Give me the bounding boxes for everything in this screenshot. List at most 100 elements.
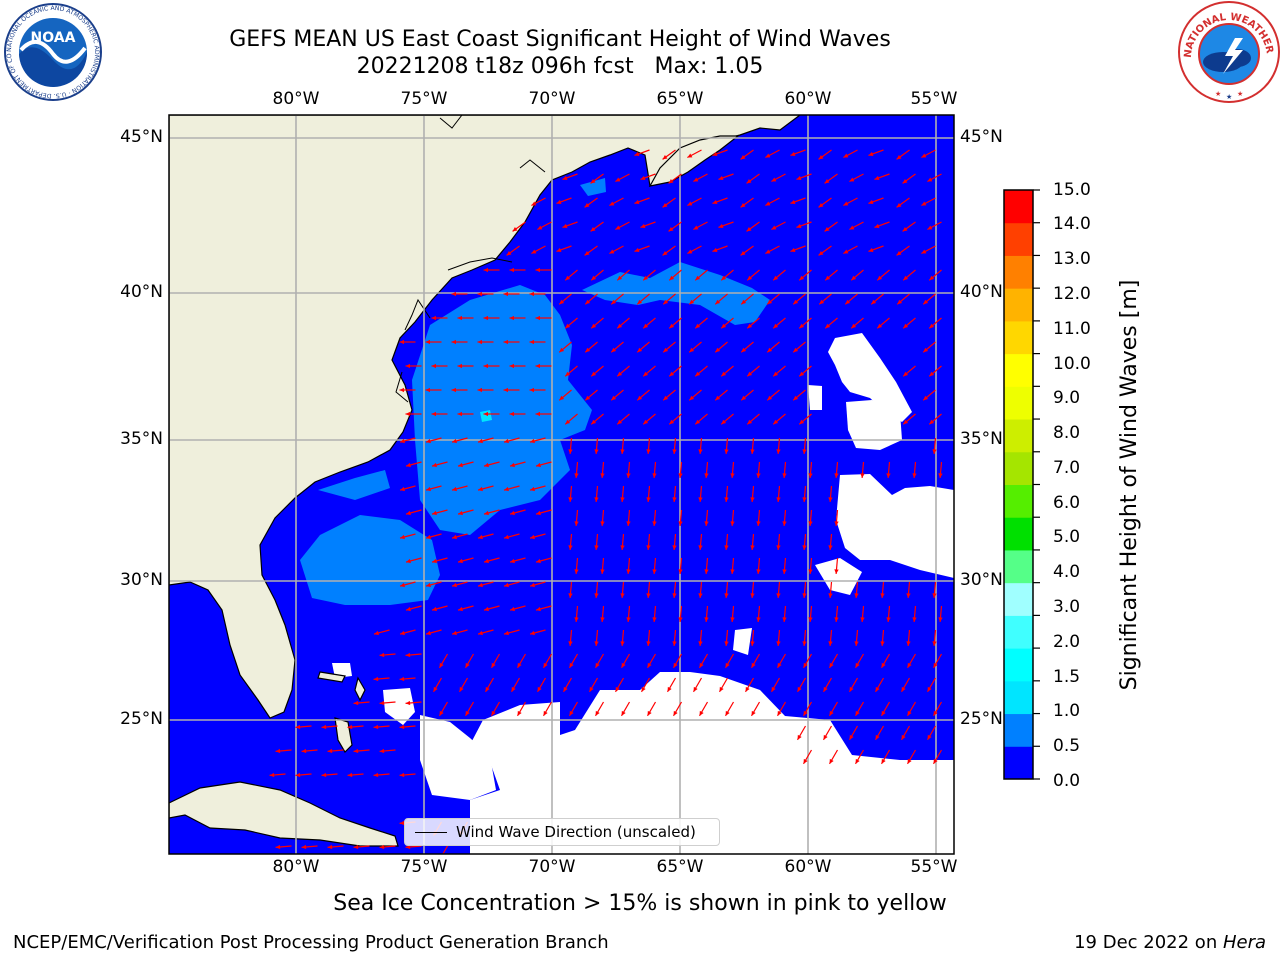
colorbar-tick-label: 6.0 [1053, 493, 1081, 513]
wave-direction-arrowhead [721, 275, 727, 281]
wave-direction-arrowhead [405, 363, 411, 369]
wave-direction-arrowhead [646, 641, 651, 646]
colorbar-segment [1004, 190, 1033, 224]
colorbar-tick-label: 9.0 [1053, 388, 1081, 408]
wave-direction-arrowhead [797, 734, 802, 740]
wave-direction-arrowhead [663, 299, 669, 305]
wave-direction-arrow [442, 845, 449, 854]
wave-direction-arrowhead [529, 339, 535, 345]
wave-direction-arrowhead [439, 710, 444, 716]
wave-direction-arrowhead [536, 510, 541, 516]
wave-direction-arrowhead [379, 700, 385, 706]
wave-direction-arrowhead [432, 510, 437, 516]
wave-direction-arrowhead [724, 593, 729, 598]
wave-direction-arrowhead [556, 199, 562, 204]
wave-direction-arrowhead [594, 449, 599, 454]
wave-direction-arrowhead [747, 323, 753, 329]
wave-direction-arrowhead [782, 473, 787, 478]
nws-logo: NATIONAL WEATHER SERVICE ★ ★ ★ [1177, 0, 1280, 103]
wave-direction-arrowhead [669, 419, 675, 425]
lat-tick-right-35n: 35°N [960, 429, 1003, 449]
wave-direction-arrowhead [600, 521, 605, 526]
wave-direction-arrowhead [617, 275, 623, 281]
wave-direction-arrowhead [750, 593, 755, 598]
wave-direction-arrowhead [776, 545, 781, 550]
wave-direction-arrowhead [556, 247, 562, 252]
wave-direction-arrowhead [803, 758, 808, 764]
wave-direction-arrowhead [668, 178, 674, 184]
wave-direction-arrowhead [921, 153, 927, 158]
wave-direction-arrowhead [860, 473, 865, 478]
wave-direction-arrowhead [932, 593, 937, 598]
land-areas [169, 115, 801, 847]
wave-direction-arrowhead [484, 462, 489, 468]
wave-direction-arrowhead [405, 652, 411, 658]
wave-direction-arrowhead [745, 686, 750, 692]
wave-direction-arrowhead [574, 617, 579, 622]
wave-direction-arrowhead [672, 593, 677, 598]
wave-direction-arrowhead [834, 473, 839, 478]
wave-direction-arrowhead [673, 662, 678, 668]
wave-direction-arrowhead [747, 371, 753, 377]
wave-direction-arrowhead [741, 347, 747, 353]
wave-direction-arrowhead [457, 363, 463, 369]
wave-direction-arrowhead [584, 250, 590, 256]
wave-direction-arrowhead [730, 473, 735, 478]
wave-direction-arrowhead [535, 315, 541, 321]
wave-direction-arrowhead [712, 247, 718, 252]
wave-direction-arrowhead [617, 323, 623, 329]
wave-direction-arrowhead [405, 411, 411, 417]
wave-direction-arrowhead [478, 438, 483, 444]
wave-direction-arrowhead [615, 225, 621, 230]
wave-direction-arrowhead [531, 201, 537, 206]
wave-direction-arrowhead [491, 662, 496, 668]
colorbar-segment [1004, 353, 1033, 387]
wave-direction-arrowhead [808, 521, 813, 526]
wave-direction-arrowhead [907, 710, 912, 716]
wave-direction-arrowhead [295, 772, 301, 778]
wave-direction-arrowhead [667, 686, 672, 692]
wave-direction-arrowhead [672, 545, 677, 550]
wave-direction-arrowhead [808, 617, 813, 622]
wave-direction-arrowhead [600, 569, 605, 574]
colorbar [1004, 190, 1033, 780]
lat-tick-left-25n: 25°N [120, 709, 163, 729]
wave-direction-arrowhead [535, 363, 541, 369]
wave-direction-arrowhead [880, 641, 885, 646]
wave-direction-arrowhead [750, 497, 755, 502]
wave-direction-arrowhead [477, 387, 483, 393]
wave-direction-arrowhead [637, 395, 643, 401]
wave-direction-arrowhead [503, 339, 509, 345]
colorbar-tick-label: 8.0 [1053, 423, 1081, 443]
wave-direction-arrowhead [907, 662, 912, 668]
wave-direction-arrowhead [693, 225, 699, 230]
wave-direction-arrowhead [903, 323, 909, 329]
wave-direction-arrowhead [452, 582, 457, 588]
wave-direction-arrowhead [678, 569, 683, 574]
wave-direction-arrowhead [828, 641, 833, 646]
wave-direction-arrowhead [921, 201, 927, 206]
wave-direction-arrowhead [818, 250, 824, 256]
wave-direction-arrowhead [689, 395, 695, 401]
wave-max-area [480, 410, 492, 422]
wave-direction-arrowhead [903, 275, 909, 281]
wave-direction-arrowhead [646, 593, 651, 598]
wave-direction-arrowhead [718, 175, 724, 180]
wave-direction-arrowhead [719, 686, 724, 692]
wave-direction-arrowhead [646, 545, 651, 550]
wave-direction-arrowhead [621, 710, 626, 716]
colorbar-tick-label: 2.0 [1053, 632, 1081, 652]
wave-direction-arrowhead [484, 606, 489, 612]
wave-direction-arrowhead [536, 462, 541, 468]
wave-direction-arrowhead [559, 395, 565, 401]
wave-direction-arrowhead [793, 395, 799, 401]
wave-direction-arrowhead [562, 223, 568, 228]
wave-direction-arrowhead [808, 569, 813, 574]
wave-direction-arrowhead [452, 630, 457, 636]
wave-direction-arrowhead [803, 710, 808, 716]
colorbar-tick-label: 3.0 [1053, 597, 1081, 617]
colorbar-tick-marks [1033, 189, 1040, 780]
wave-direction-arrowhead [504, 438, 509, 444]
wave-direction-arrowhead [927, 177, 933, 182]
